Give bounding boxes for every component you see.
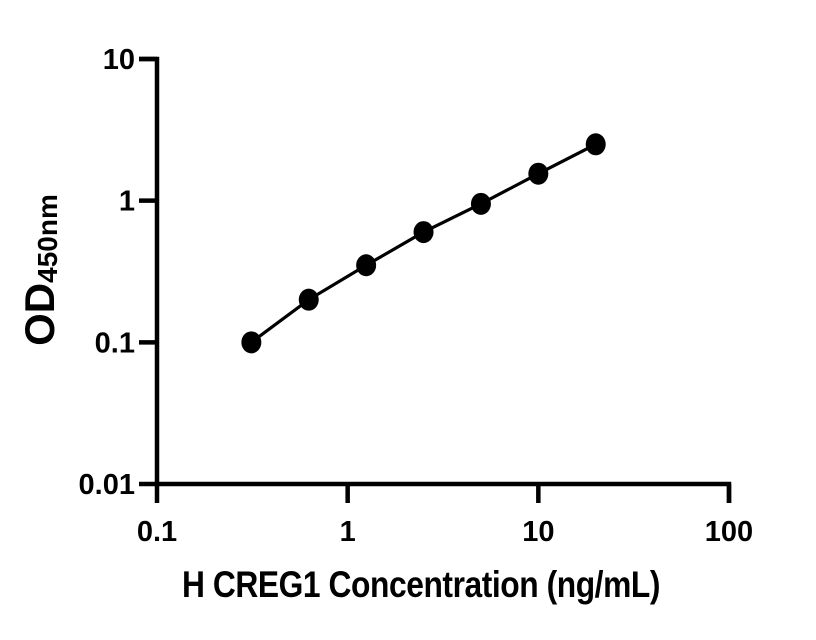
data-point-marker (241, 331, 262, 354)
y-tick-label: 1 (119, 186, 135, 218)
y-tick-label: 10 (103, 44, 135, 76)
y-axis-title-subscript: 450nm (32, 194, 63, 283)
x-tick-label: 100 (705, 516, 753, 548)
y-axis-title-main: OD (16, 283, 63, 346)
data-point-marker (528, 162, 549, 185)
x-axis-title: H CREG1 Concentration (ng/mL) (182, 564, 660, 605)
data-point-marker (356, 254, 377, 277)
x-tick-label: 10 (522, 516, 554, 548)
y-axis-title: OD450nm (16, 194, 63, 346)
y-tick-label: 0.01 (79, 469, 135, 501)
data-point-marker (585, 133, 606, 156)
x-tick-label: 0.1 (137, 516, 177, 548)
data-point-marker (413, 221, 434, 244)
axis-frame (139, 56, 732, 503)
data-point-marker (470, 192, 491, 215)
data-point-marker (298, 288, 319, 311)
y-tick-label: 0.1 (95, 327, 135, 359)
x-tick-label: 1 (340, 516, 356, 548)
